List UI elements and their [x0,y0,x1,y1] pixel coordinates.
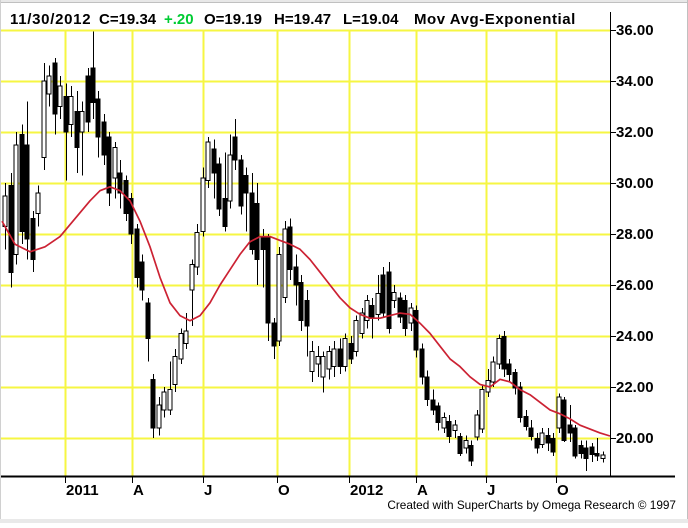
svg-text:O: O [557,482,569,499]
svg-text:30.00: 30.00 [616,175,654,192]
svg-text:Created with SuperCharts by Om: Created with SuperCharts by Omega Resear… [387,498,676,512]
svg-text:C=19.34: C=19.34 [99,11,157,28]
svg-text:L=19.04: L=19.04 [343,11,399,28]
svg-text:36.00: 36.00 [616,22,654,39]
svg-text:J: J [204,482,212,499]
svg-text:H=19.47: H=19.47 [274,11,331,28]
svg-text:2011: 2011 [66,482,99,499]
svg-text:A: A [417,482,428,499]
svg-text:24.00: 24.00 [616,328,654,345]
svg-text:22.00: 22.00 [616,379,654,396]
svg-text:28.00: 28.00 [616,226,654,243]
svg-text:Mov Avg-Exponential: Mov Avg-Exponential [414,11,576,28]
svg-text:O: O [278,482,290,499]
svg-text:34.00: 34.00 [616,73,654,90]
svg-text:2012: 2012 [350,482,383,499]
svg-text:20.00: 20.00 [616,430,654,447]
svg-text:26.00: 26.00 [616,277,654,294]
svg-text:+.20: +.20 [164,11,194,28]
svg-text:J: J [487,482,495,499]
svg-text:32.00: 32.00 [616,124,654,141]
svg-text:O=19.19: O=19.19 [204,11,262,28]
svg-text:11/30/2012: 11/30/2012 [10,11,91,28]
svg-text:A: A [133,482,144,499]
